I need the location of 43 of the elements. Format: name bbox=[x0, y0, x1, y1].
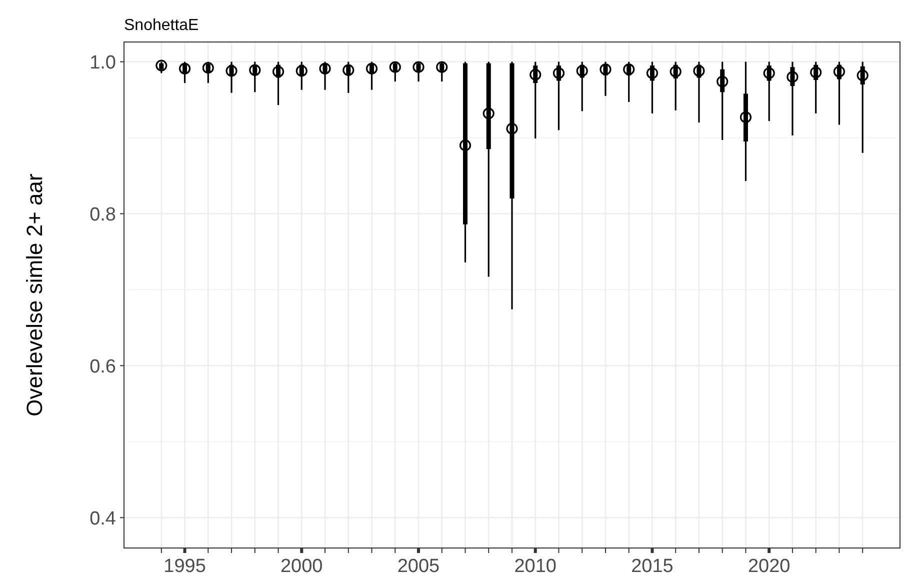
point bbox=[202, 62, 214, 74]
y-tick-label: 0.6 bbox=[90, 356, 116, 378]
point bbox=[226, 65, 238, 77]
point bbox=[272, 66, 284, 78]
point bbox=[389, 61, 401, 73]
point bbox=[366, 62, 378, 74]
point bbox=[763, 67, 775, 79]
point bbox=[319, 62, 331, 74]
point bbox=[436, 61, 448, 73]
point bbox=[623, 64, 635, 76]
point bbox=[506, 122, 518, 134]
point bbox=[693, 65, 705, 77]
x-tick-label: 2020 bbox=[748, 556, 790, 577]
point bbox=[178, 62, 191, 74]
point bbox=[646, 67, 658, 79]
y-tick-label: 0.8 bbox=[90, 204, 116, 226]
x-tick-label: 2015 bbox=[631, 556, 674, 577]
point bbox=[740, 111, 752, 124]
point bbox=[412, 61, 424, 73]
point bbox=[459, 140, 472, 152]
point bbox=[716, 76, 728, 88]
point bbox=[552, 67, 565, 79]
y-axis-title: Overlevelse simle 2+ aar bbox=[22, 174, 47, 416]
chart-title: SnohettaE bbox=[124, 17, 199, 34]
point bbox=[833, 66, 846, 78]
point bbox=[482, 108, 494, 120]
point bbox=[342, 64, 354, 76]
point bbox=[810, 66, 822, 78]
y-tick-label: 1.0 bbox=[90, 52, 116, 74]
point bbox=[576, 65, 588, 77]
point bbox=[856, 70, 868, 82]
point bbox=[670, 66, 682, 78]
point bbox=[156, 60, 168, 72]
point bbox=[249, 64, 261, 76]
point bbox=[600, 64, 612, 76]
x-tick-label: 2000 bbox=[280, 556, 323, 577]
x-tick-label: 2010 bbox=[514, 556, 557, 577]
point bbox=[530, 68, 542, 80]
y-tick-label: 0.4 bbox=[90, 508, 116, 530]
point bbox=[296, 65, 308, 77]
x-tick-label: 2005 bbox=[397, 556, 440, 577]
x-tick-label: 1995 bbox=[164, 556, 206, 577]
point bbox=[786, 71, 798, 83]
